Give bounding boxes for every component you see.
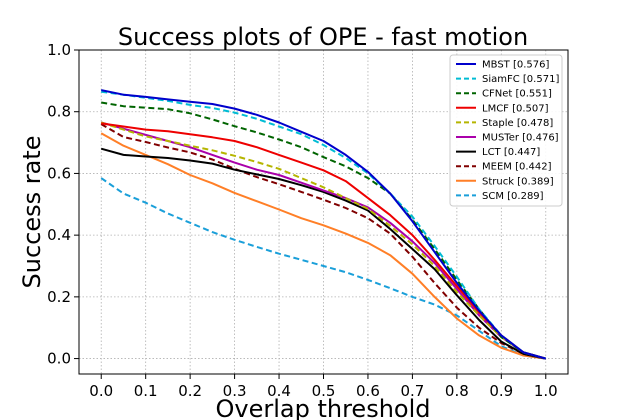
legend: MBST [0.576] SiamFC [0.571] CFNet [0.551] L… (449, 54, 563, 207)
x-tick-label: 0.4 (267, 382, 291, 400)
series-line-6 (100, 147, 547, 360)
y-axis-label: Success rate (18, 136, 46, 289)
x-tick-label: 0.8 (445, 382, 469, 400)
series-line-3 (101, 122, 547, 360)
legend-entry-9: SCM [0.289] (482, 191, 544, 202)
y-tick-label: 1.0 (47, 41, 71, 59)
legend-entry-2: CFNet [0.551] (482, 89, 552, 100)
x-axis-label: Overlap threshold (216, 395, 431, 420)
legend-entry-0: MBST [0.576] (482, 60, 549, 71)
axis-ticks: 0.0 0.1 0.2 0.3 0.4 0.5 0.6 0.7 0.8 0.9 1.0 0.0 0.2 0… (47, 41, 558, 400)
legend-box (449, 54, 563, 207)
legend-entry-1: SiamFC [0.571] (482, 74, 559, 85)
x-tick-label: 1.0 (534, 382, 558, 400)
x-tick-label: 0.1 (134, 382, 158, 400)
y-tick-label: 0.8 (47, 103, 71, 121)
legend-entry-8: Struck [0.389] (482, 176, 554, 187)
legend-entry-7: MEEM [0.442] (482, 162, 552, 173)
x-tick-label: 0.2 (178, 382, 202, 400)
y-tick-label: 0.2 (47, 288, 71, 306)
series-line-1 (101, 90, 547, 360)
series-line-7 (100, 123, 547, 360)
y-tick-label: 0.6 (47, 164, 71, 182)
x-tick-label: 0.0 (89, 382, 113, 400)
series-line-8 (100, 132, 546, 360)
series-line-0 (100, 89, 547, 360)
x-tick-label: 0.3 (223, 382, 247, 400)
y-tick-label: 0.0 (47, 350, 71, 368)
legend-entry-3: LMCF [0.507] (482, 103, 549, 114)
x-tick-label: 0.6 (356, 382, 380, 400)
x-tick-label: 0.7 (400, 382, 424, 400)
y-tick-label: 0.4 (47, 226, 71, 244)
legend-entry-6: LCT [0.447] (482, 147, 540, 158)
legend-entry-5: MUSTer [0.476] (482, 133, 559, 144)
x-tick-label: 0.9 (489, 382, 513, 400)
legend-entry-4: Staple [0.478] (482, 118, 553, 129)
chart-title: Success plots of OPE - fast motion (118, 23, 528, 51)
series-line-4 (100, 121, 547, 360)
series-lines (100, 89, 547, 360)
x-tick-label: 0.5 (312, 382, 336, 400)
series-line-9 (100, 177, 546, 360)
